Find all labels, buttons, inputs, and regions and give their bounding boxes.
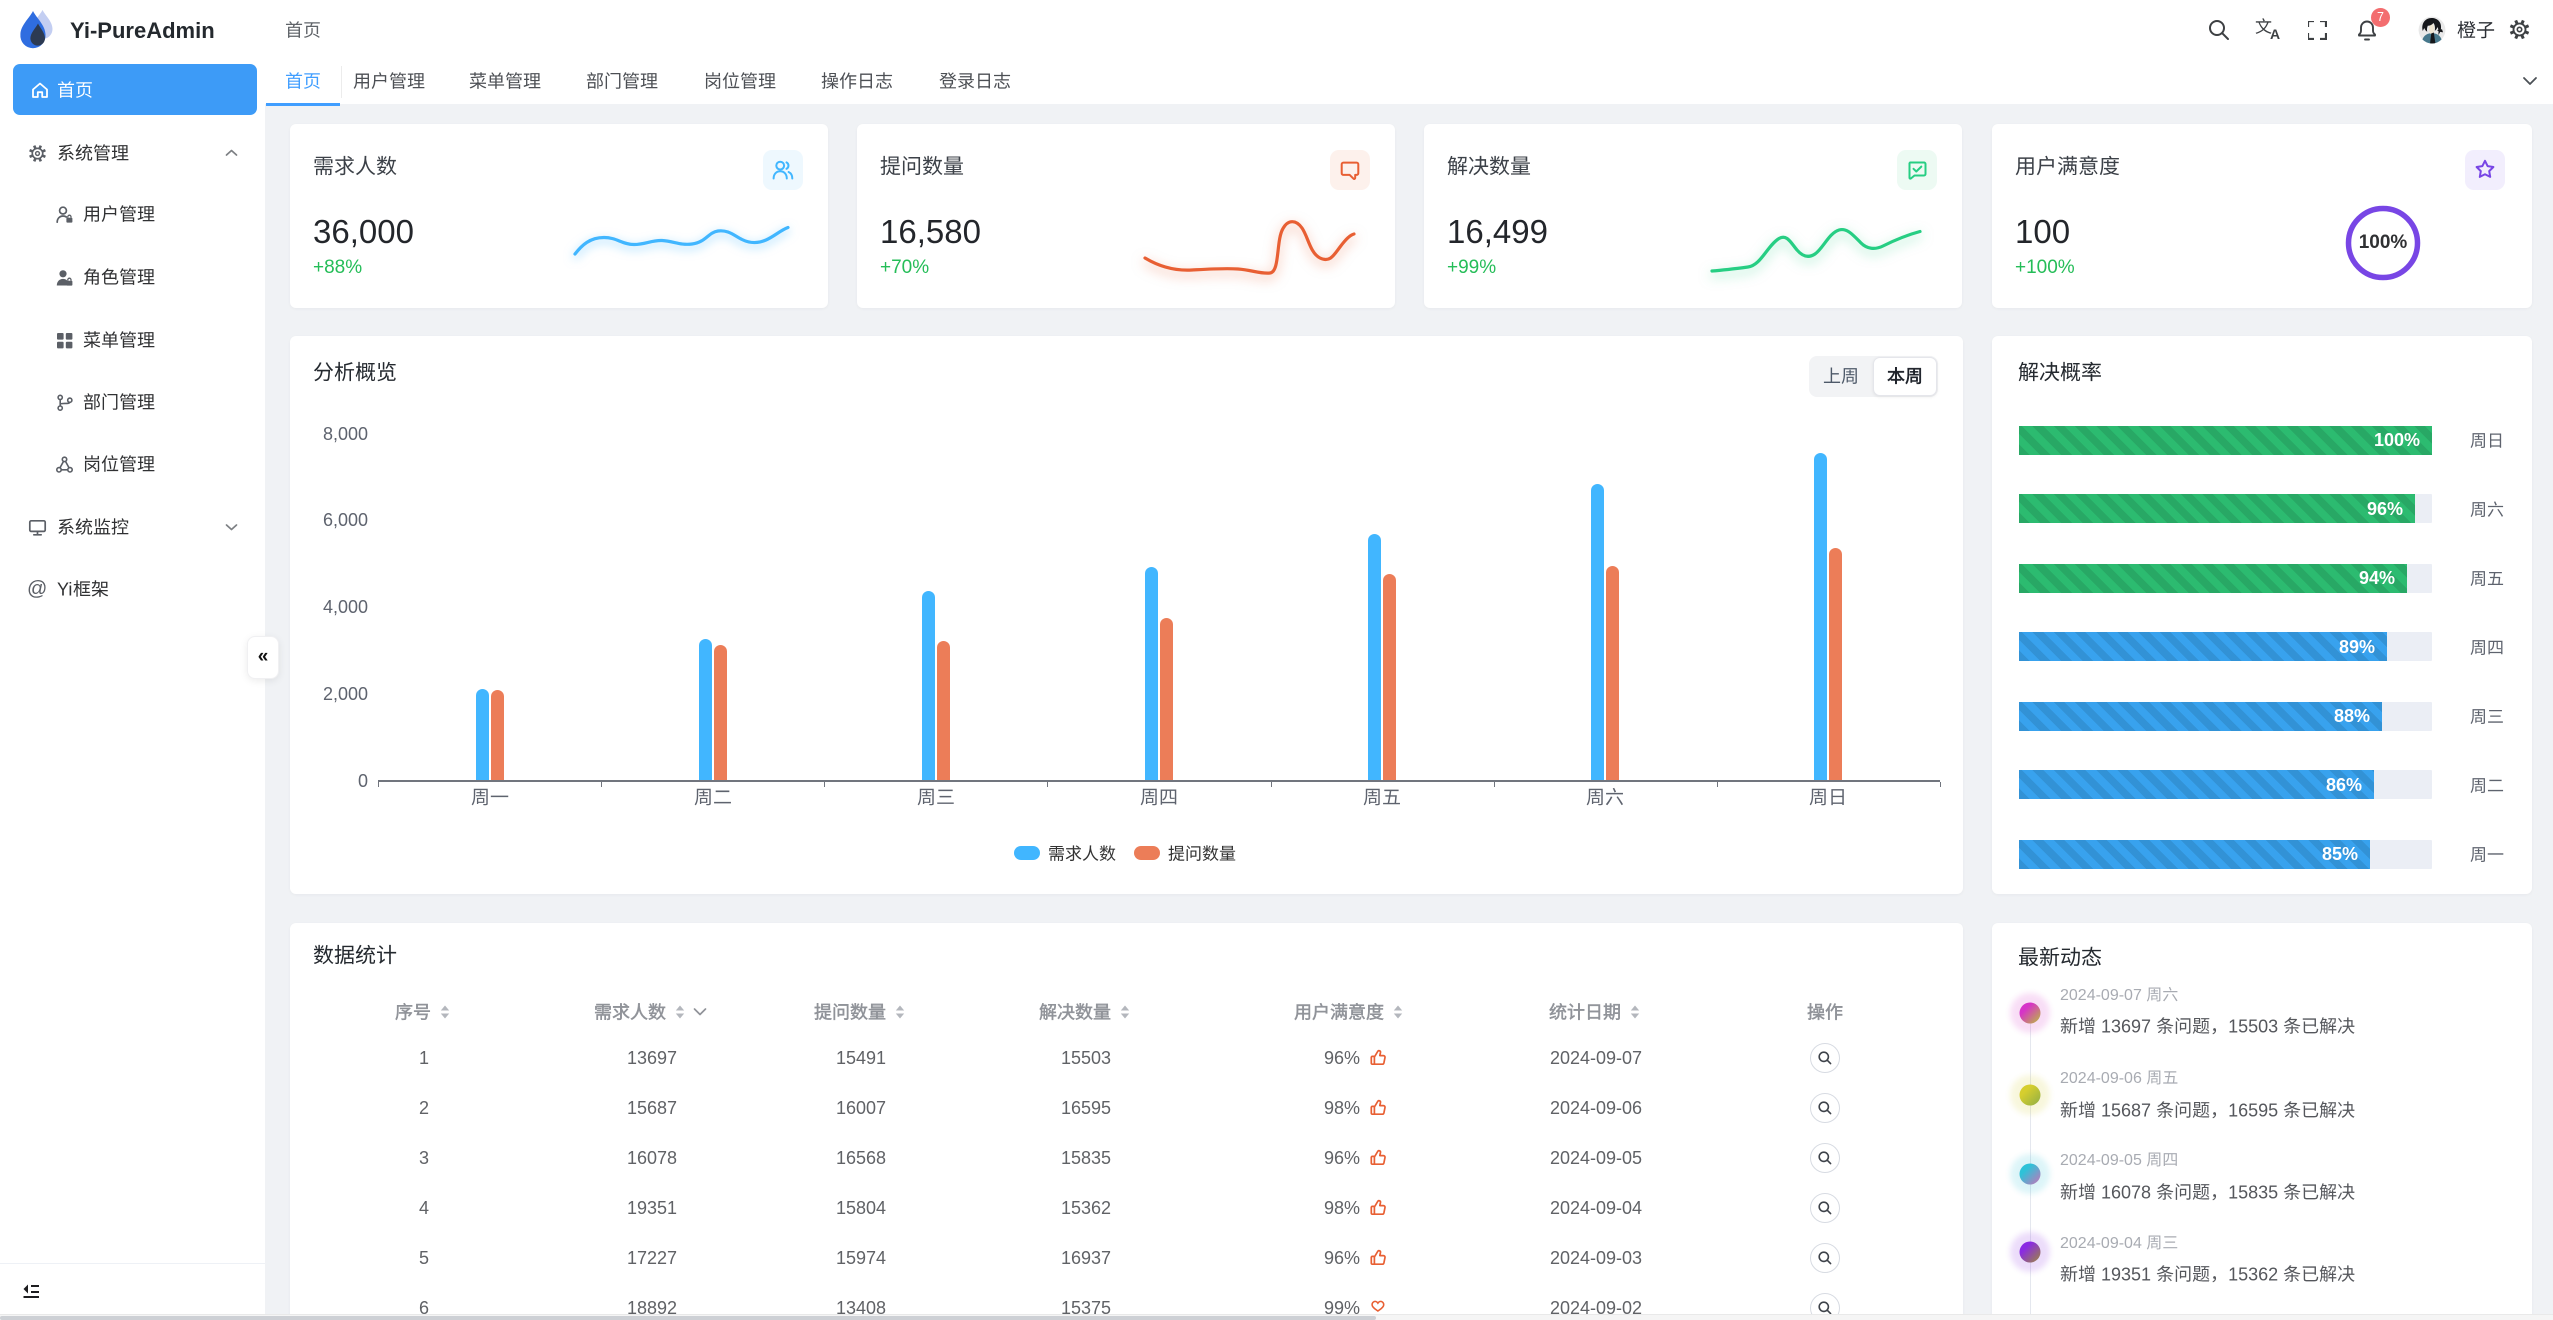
svg-text:15362: 15362 — [2228, 1264, 2278, 1284]
svg-text:2024-09-05: 2024-09-05 — [2060, 1152, 2142, 1169]
svg-text:2024-09-04: 2024-09-04 — [2060, 1235, 2142, 1252]
svg-text:Yi: Yi — [57, 579, 72, 599]
svg-text:2024-09-06: 2024-09-06 — [2060, 1070, 2142, 1087]
svg-text:15835: 15835 — [2228, 1182, 2278, 1202]
svg-text:15503: 15503 — [2228, 1016, 2278, 1036]
svg-text:15687: 15687 — [2101, 1100, 2151, 1120]
svg-text:13697: 13697 — [2101, 1016, 2151, 1036]
svg-text:19351: 19351 — [2101, 1264, 2151, 1284]
svg-text:2024-09-07: 2024-09-07 — [2060, 987, 2142, 1004]
svg-text:16078: 16078 — [2101, 1182, 2151, 1202]
svg-text:16595: 16595 — [2228, 1100, 2278, 1120]
